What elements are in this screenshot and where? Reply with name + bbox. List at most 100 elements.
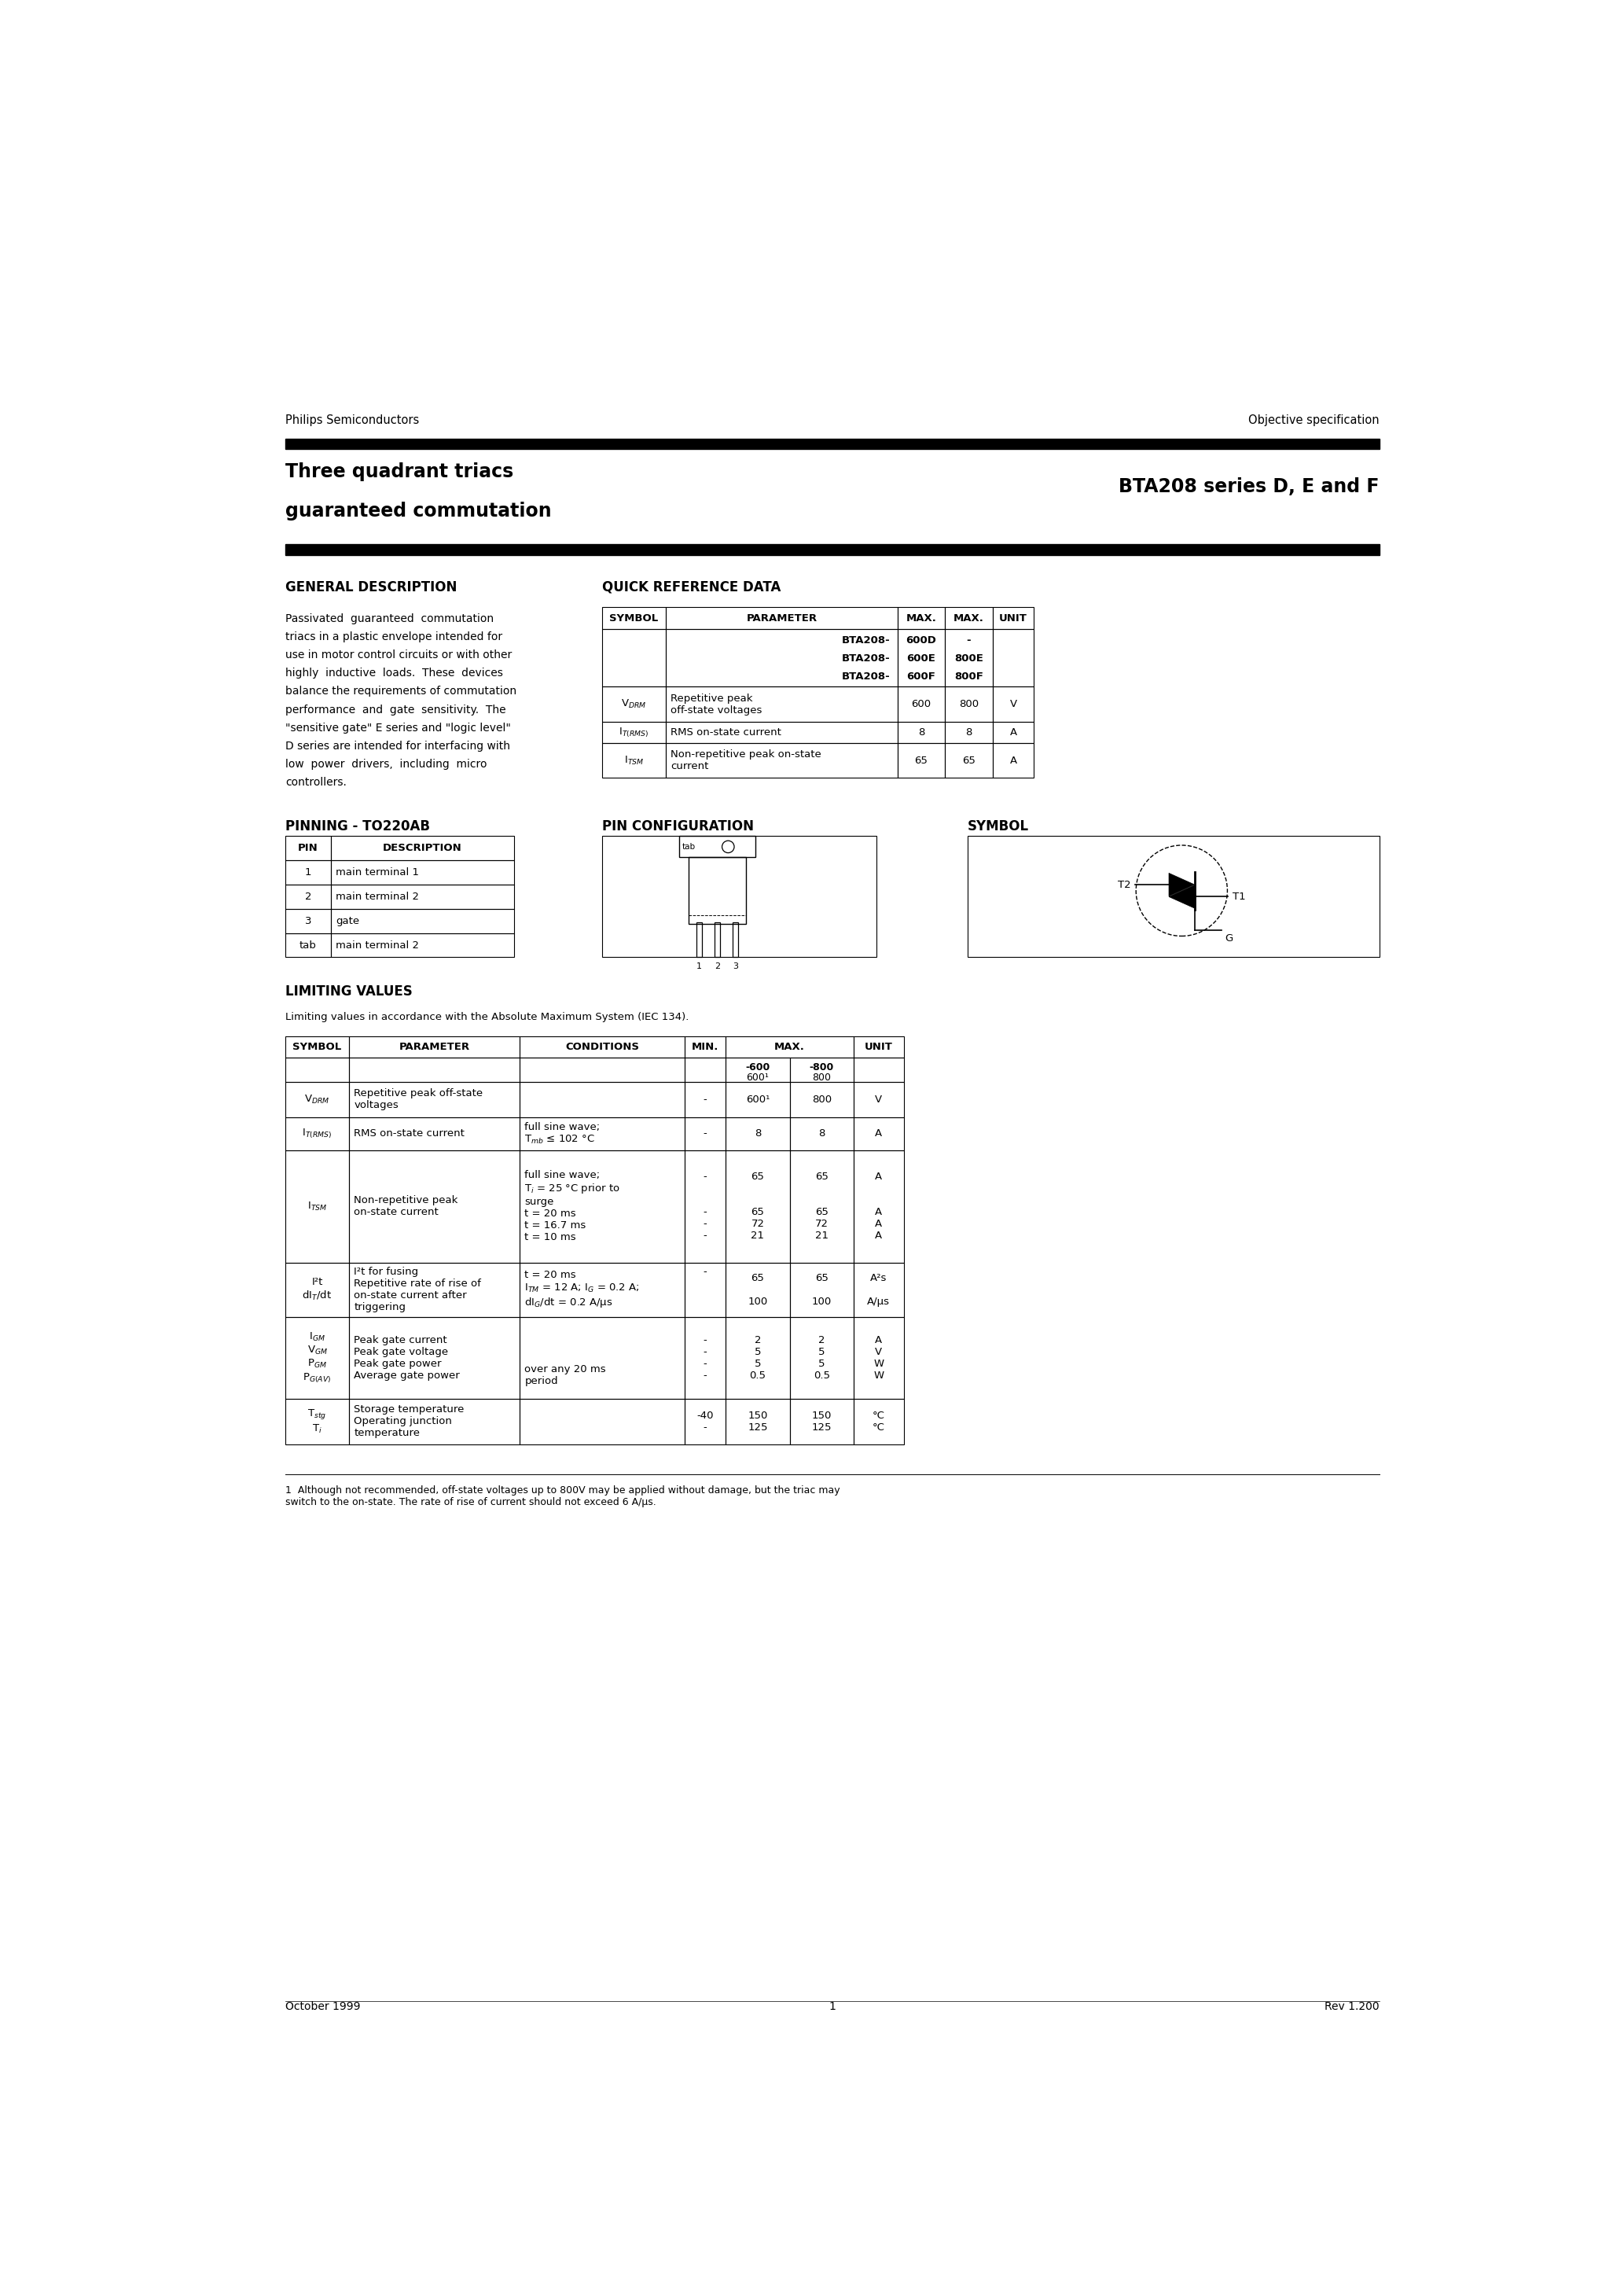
Bar [684, 1058, 726, 1081]
Bar [854, 1035, 903, 1058]
Bar [992, 687, 1034, 721]
Text: MAX.: MAX. [953, 613, 984, 622]
Text: 65

100: 65 100 [812, 1272, 831, 1306]
Bar [789, 1318, 854, 1398]
Bar [789, 1150, 854, 1263]
Bar [945, 608, 992, 629]
Bar [286, 909, 331, 932]
Text: -: - [703, 1130, 706, 1139]
Bar [603, 744, 666, 778]
Polygon shape [1169, 872, 1195, 895]
Text: October 1999: October 1999 [286, 2000, 361, 2011]
Bar [898, 687, 945, 721]
Text: GENERAL DESCRIPTION: GENERAL DESCRIPTION [286, 581, 456, 595]
Text: 1: 1 [305, 868, 312, 877]
Bar [349, 1058, 520, 1081]
Text: tab: tab [682, 843, 695, 852]
Bar [666, 744, 898, 778]
Bar [331, 909, 513, 932]
Text: -: - [703, 1095, 706, 1104]
Text: Storage temperature
Operating junction
temperature: Storage temperature Operating junction t… [354, 1405, 464, 1437]
Bar [520, 1318, 684, 1398]
Text: t = 20 ms
I$_{TM}$ = 12 A; I$_G$ = 0.2 A;
dI$_G$/dt = 0.2 A/μs: t = 20 ms I$_{TM}$ = 12 A; I$_G$ = 0.2 A… [525, 1270, 640, 1309]
Bar [684, 1150, 726, 1263]
Text: Peak gate current
Peak gate voltage
Peak gate power
Average gate power: Peak gate current Peak gate voltage Peak… [354, 1334, 460, 1380]
Polygon shape [1169, 886, 1195, 909]
Bar [726, 1081, 789, 1118]
Text: -: - [966, 636, 971, 645]
Text: -40
-: -40 - [697, 1410, 713, 1433]
Text: Non-repetitive peak on-state
current: Non-repetitive peak on-state current [671, 748, 822, 771]
Text: 600: 600 [911, 698, 931, 709]
Text: QUICK REFERENCE DATA: QUICK REFERENCE DATA [603, 581, 781, 595]
Text: 600E: 600E [906, 654, 935, 664]
Text: A²s

A/μs: A²s A/μs [867, 1272, 890, 1306]
Text: V$_{DRM}$: V$_{DRM}$ [304, 1093, 330, 1104]
Bar [945, 744, 992, 778]
Bar [286, 1150, 349, 1263]
Text: T1: T1 [1233, 891, 1246, 902]
Text: 2: 2 [715, 962, 719, 969]
Text: UNIT: UNIT [864, 1042, 893, 1052]
Text: DESCRIPTION: DESCRIPTION [383, 843, 461, 854]
Bar [349, 1398, 520, 1444]
Text: 1  Although not recommended, off-state voltages up to 800V may be applied withou: 1 Although not recommended, off-state vo… [286, 1486, 840, 1506]
Text: V: V [875, 1095, 882, 1104]
Text: PIN CONFIGURATION: PIN CONFIGURATION [603, 820, 754, 833]
Text: 3: 3 [305, 916, 312, 925]
Bar [684, 1398, 726, 1444]
Text: Three quadrant triacs: Three quadrant triacs [286, 461, 513, 480]
Text: 8: 8 [918, 728, 924, 737]
Bar [854, 1058, 903, 1081]
Text: 600¹: 600¹ [747, 1072, 770, 1081]
Bar [286, 1263, 349, 1318]
Text: 65: 65 [961, 755, 976, 765]
Bar [520, 1398, 684, 1444]
Text: BTA208 series D, E and F: BTA208 series D, E and F [1119, 478, 1379, 496]
Text: MAX.: MAX. [906, 613, 937, 622]
Text: main terminal 2: main terminal 2 [336, 939, 419, 951]
Bar [331, 932, 513, 957]
Text: A: A [1010, 755, 1017, 765]
Bar [726, 1118, 789, 1150]
Bar [726, 1398, 789, 1444]
Bar [520, 1150, 684, 1263]
Bar [684, 1118, 726, 1150]
Bar [349, 1150, 520, 1263]
Bar [520, 1118, 684, 1150]
Bar [789, 1058, 854, 1081]
Text: BTA208-: BTA208- [841, 636, 890, 645]
Text: "sensitive gate" E series and "logic level": "sensitive gate" E series and "logic lev… [286, 723, 510, 732]
Bar [666, 721, 898, 744]
Bar [286, 1035, 349, 1058]
Text: 8: 8 [966, 728, 973, 737]
Bar [349, 1081, 520, 1118]
Bar [684, 1263, 726, 1318]
Bar [520, 1035, 684, 1058]
Bar [520, 1263, 684, 1318]
Text: performance  and  gate  sensitivity.  The: performance and gate sensitivity. The [286, 705, 505, 714]
Bar [349, 1118, 520, 1150]
Text: 800: 800 [958, 698, 979, 709]
Text: 600¹: 600¹ [745, 1095, 770, 1104]
Text: 150
125: 150 125 [812, 1410, 831, 1433]
Text: Limiting values in accordance with the Absolute Maximum System (IEC 134).: Limiting values in accordance with the A… [286, 1013, 689, 1022]
Bar [520, 1081, 684, 1118]
Text: Passivated  guaranteed  commutation: Passivated guaranteed commutation [286, 613, 494, 625]
Text: UNIT: UNIT [999, 613, 1028, 622]
Text: controllers.: controllers. [286, 776, 346, 788]
Text: low  power  drivers,  including  micro: low power drivers, including micro [286, 758, 487, 769]
Bar [992, 744, 1034, 778]
Bar [603, 608, 666, 629]
Bar [715, 923, 719, 957]
Text: D series are intended for interfacing with: D series are intended for interfacing wi… [286, 742, 510, 751]
Text: 1: 1 [828, 2000, 836, 2011]
Text: use in motor control circuits or with other: use in motor control circuits or with ot… [286, 650, 512, 661]
Bar [945, 687, 992, 721]
Bar [689, 856, 745, 923]
Bar [666, 629, 898, 687]
Bar [854, 1118, 903, 1150]
Bar [789, 1398, 854, 1444]
Text: 65


65
72
21: 65 65 72 21 [815, 1171, 828, 1242]
Bar [726, 1035, 854, 1058]
